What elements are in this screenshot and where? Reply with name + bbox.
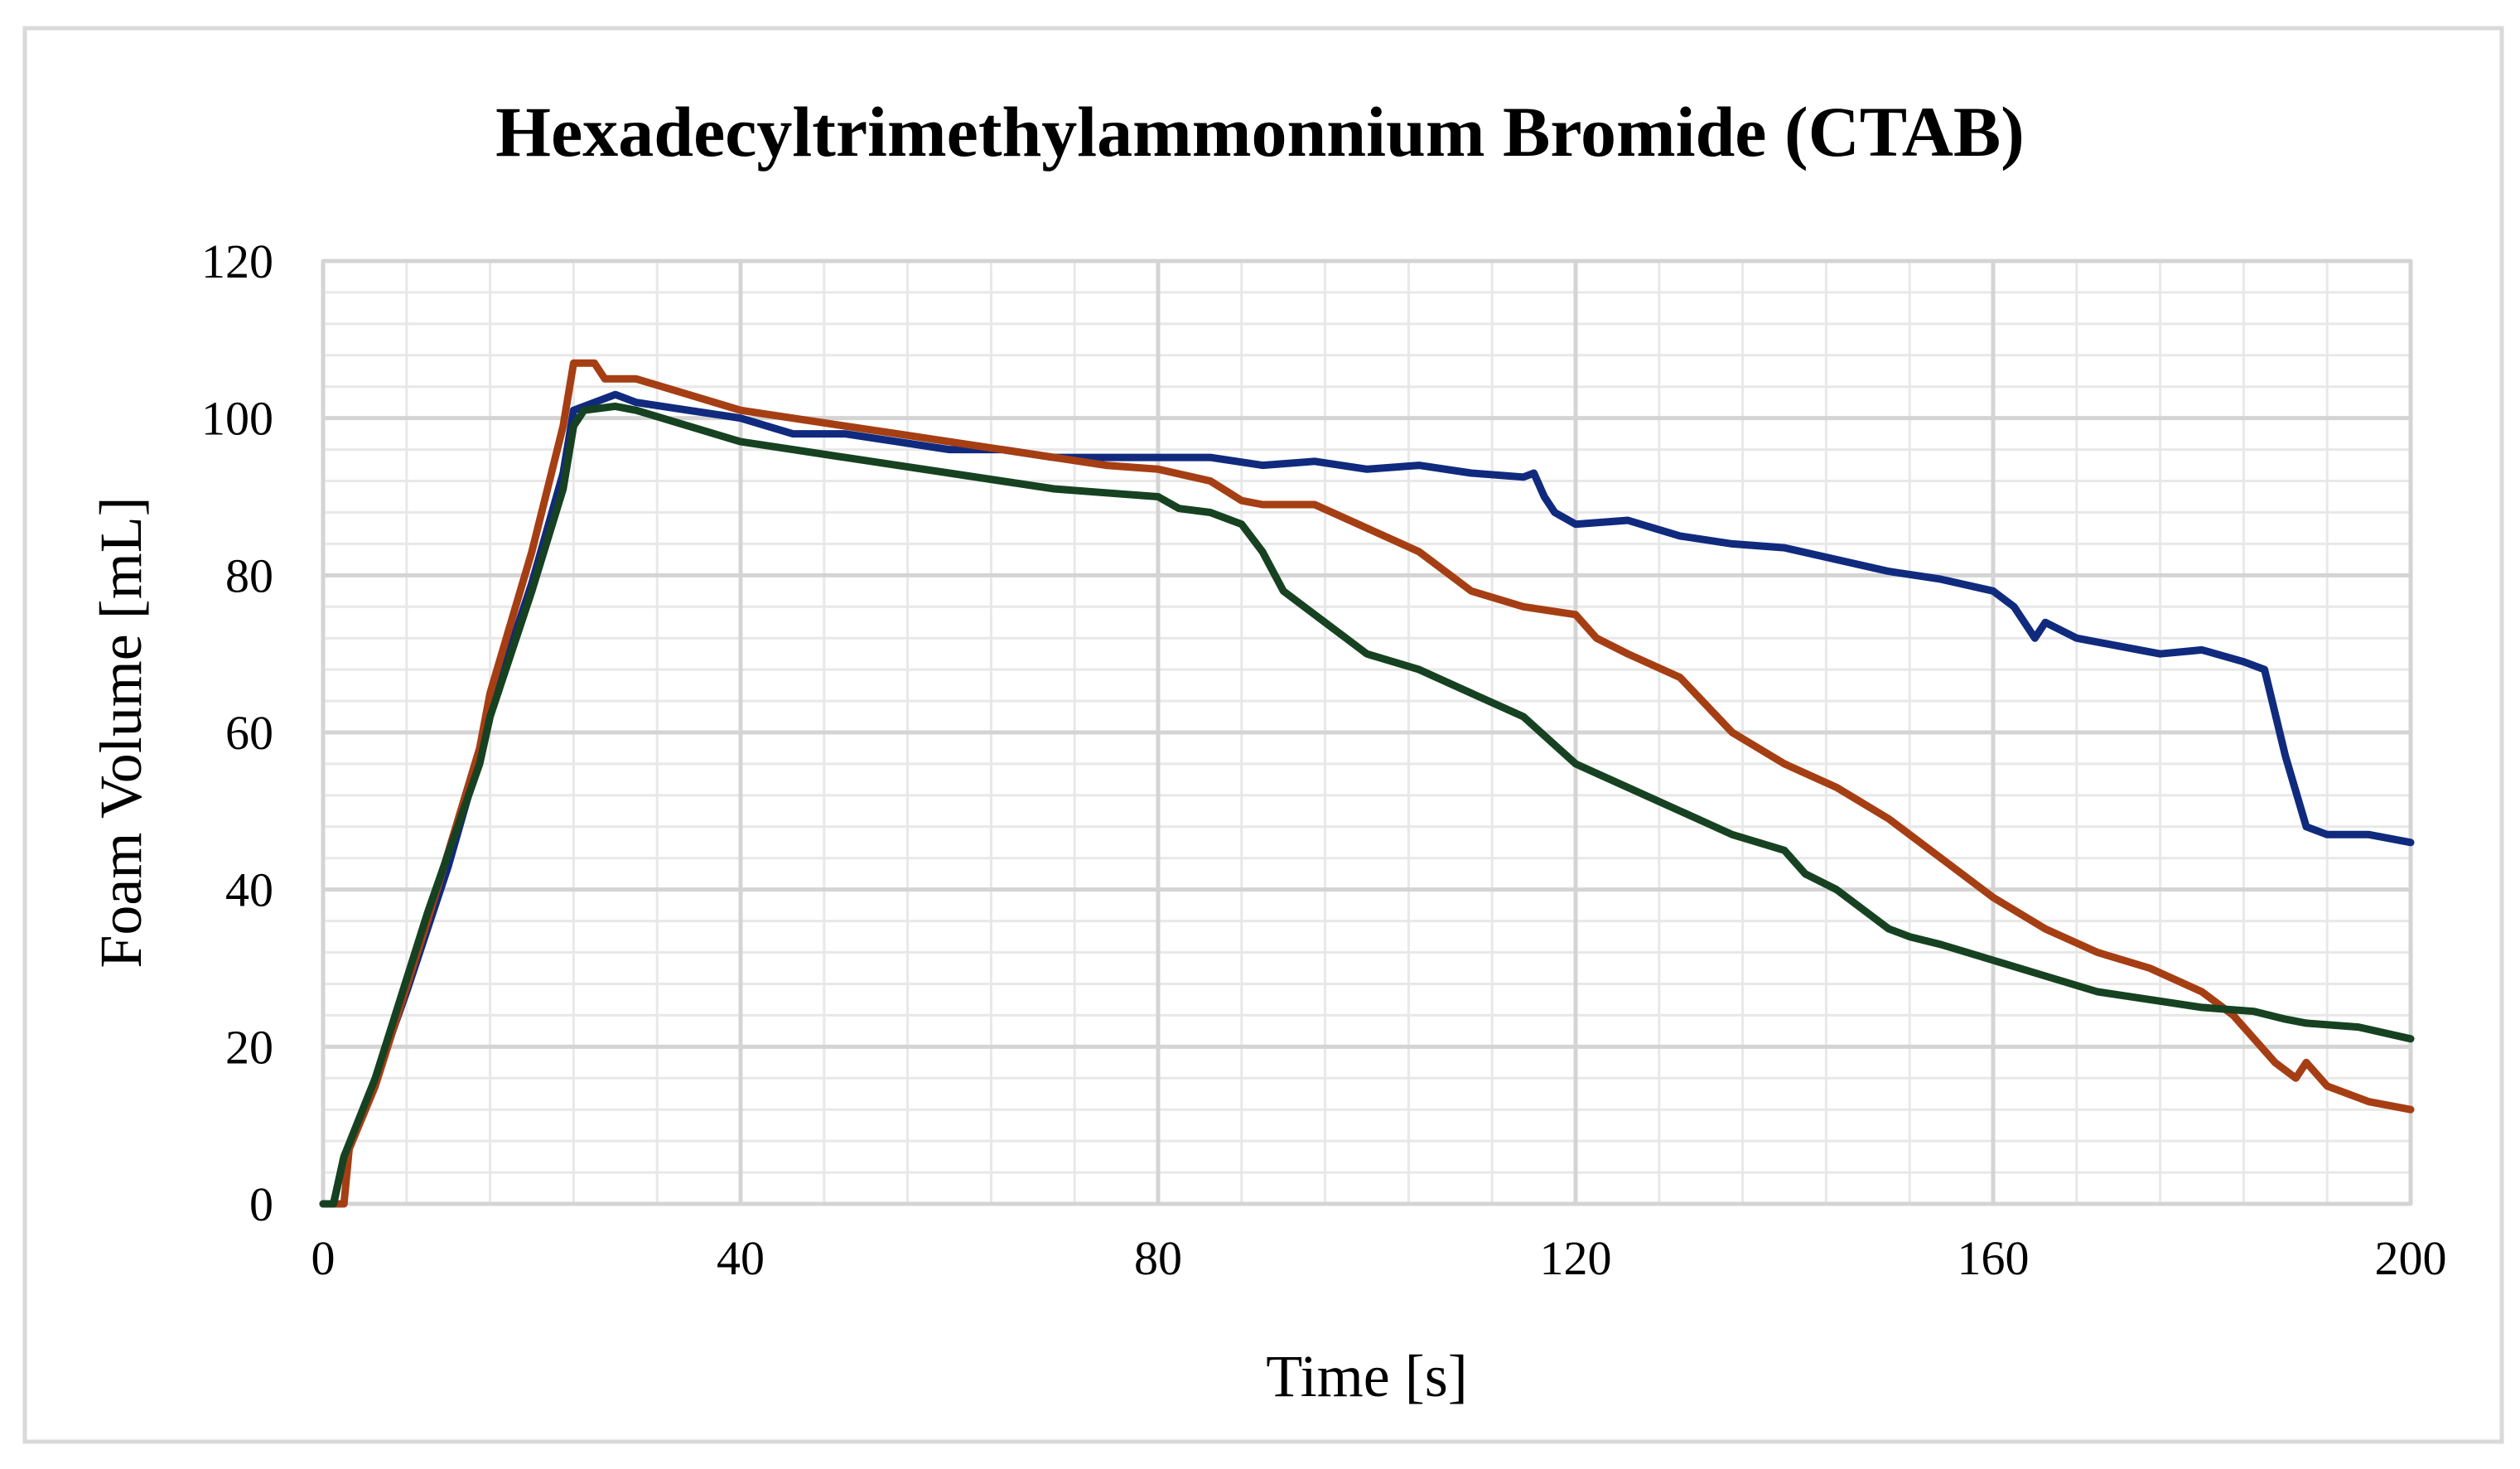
y-tick-label: 20 — [225, 1020, 273, 1074]
plot-area-border — [321, 259, 2412, 1206]
y-tick-label: 40 — [225, 863, 273, 917]
y-tick-label: 0 — [249, 1177, 273, 1231]
series-line-orange — [319, 359, 2415, 1208]
x-axis-title: Time [s] — [1266, 1343, 1467, 1409]
y-tick-label: 60 — [225, 706, 273, 760]
series-layer — [319, 359, 2415, 1208]
y-tick-label: 120 — [201, 234, 273, 288]
x-tick-label: 120 — [1540, 1231, 1612, 1285]
y-tick-label: 100 — [201, 392, 273, 446]
y-axis-title: Foam Volume [mL] — [88, 496, 154, 968]
chart-title: Hexadecyltrimethylammonnium Bromide (CTA… — [495, 92, 2025, 172]
x-tick-labels: 0 40 80 120 160 200 — [311, 1231, 2447, 1285]
chart-border — [22, 26, 2504, 1444]
x-tick-label: 200 — [2375, 1231, 2447, 1285]
x-tick-label: 80 — [1134, 1231, 1182, 1285]
x-tick-label: 160 — [1958, 1231, 2030, 1285]
x-tick-label: 0 — [311, 1231, 336, 1285]
x-tick-label: 40 — [717, 1231, 765, 1285]
y-tick-labels: 0 20 40 60 80 100 120 — [201, 234, 273, 1231]
series-line-green — [319, 402, 2415, 1208]
y-tick-label: 80 — [225, 548, 273, 602]
